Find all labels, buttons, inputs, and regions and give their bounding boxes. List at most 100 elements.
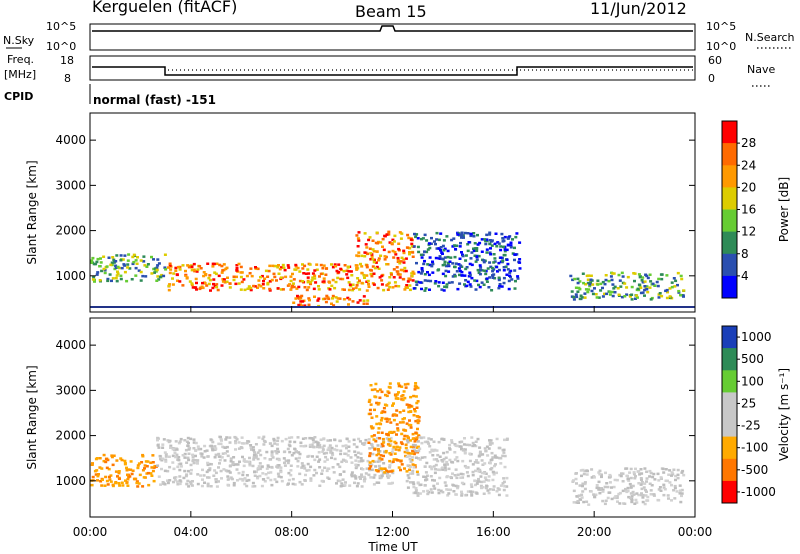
data-cell bbox=[357, 239, 361, 242]
data-cell bbox=[414, 449, 418, 453]
data-cell bbox=[640, 481, 644, 484]
data-cell bbox=[652, 472, 656, 476]
data-cell bbox=[408, 288, 412, 292]
data-cell bbox=[680, 488, 684, 492]
data-cell bbox=[371, 282, 375, 285]
data-cell bbox=[267, 471, 270, 475]
data-cell bbox=[336, 463, 340, 466]
data-cell bbox=[340, 460, 344, 464]
data-cell bbox=[381, 237, 385, 241]
data-cell bbox=[386, 390, 390, 393]
data-cell bbox=[415, 283, 419, 286]
data-cell bbox=[411, 251, 415, 254]
data-cell bbox=[516, 275, 520, 278]
data-cell bbox=[114, 276, 118, 280]
data-cell bbox=[682, 289, 686, 292]
data-cell bbox=[99, 257, 102, 260]
data-cell bbox=[444, 264, 448, 268]
data-cell bbox=[311, 455, 314, 458]
data-cell bbox=[161, 446, 165, 449]
nave-label: Nave bbox=[747, 63, 775, 76]
data-cell bbox=[101, 478, 104, 481]
data-cell bbox=[235, 264, 239, 267]
data-cell bbox=[161, 481, 165, 484]
data-cell bbox=[680, 492, 684, 495]
data-cell bbox=[217, 455, 221, 458]
data-cell bbox=[485, 485, 489, 488]
data-cell bbox=[490, 266, 494, 270]
data-cell bbox=[420, 267, 424, 271]
data-cell bbox=[613, 496, 617, 500]
data-cell bbox=[359, 475, 363, 478]
data-cell bbox=[214, 447, 218, 450]
data-cell bbox=[682, 295, 685, 298]
data-cell bbox=[478, 446, 482, 449]
data-cell bbox=[173, 478, 177, 482]
data-cell bbox=[383, 471, 387, 474]
data-cell bbox=[592, 493, 596, 496]
data-cell bbox=[416, 494, 420, 497]
data-cell bbox=[406, 439, 409, 442]
data-cell bbox=[217, 480, 220, 483]
data-cell bbox=[485, 277, 489, 280]
data-cell bbox=[211, 448, 215, 451]
data-cell bbox=[398, 276, 402, 279]
data-cell bbox=[578, 484, 582, 487]
data-cell bbox=[405, 479, 409, 483]
station-title: Kerguelen (fitACF) bbox=[92, 0, 237, 16]
data-cell bbox=[623, 502, 627, 505]
data-cell bbox=[370, 274, 374, 278]
data-cell bbox=[376, 436, 380, 440]
data-cell bbox=[610, 486, 613, 489]
data-cell bbox=[185, 482, 189, 486]
data-cell bbox=[348, 283, 352, 286]
data-cell bbox=[190, 484, 194, 487]
data-cell bbox=[243, 477, 247, 480]
data-cell bbox=[656, 472, 660, 476]
colorbar-tick-label: -100 bbox=[741, 441, 768, 455]
data-cell bbox=[242, 464, 246, 468]
colorbar-segment bbox=[722, 275, 737, 299]
data-cell bbox=[363, 232, 367, 235]
data-cell bbox=[499, 462, 503, 465]
data-cell bbox=[574, 293, 578, 296]
data-cell bbox=[229, 460, 233, 463]
data-cell bbox=[435, 458, 439, 461]
data-cell bbox=[232, 481, 236, 485]
data-cell bbox=[392, 268, 396, 271]
data-cell bbox=[448, 443, 452, 447]
data-cell bbox=[339, 485, 343, 488]
data-cell bbox=[466, 243, 470, 246]
data-cell bbox=[412, 287, 416, 290]
data-cell bbox=[177, 462, 181, 466]
data-cell bbox=[604, 278, 608, 282]
data-cell bbox=[145, 465, 149, 468]
data-cell bbox=[410, 245, 414, 248]
data-cell bbox=[176, 279, 179, 282]
data-cell bbox=[429, 242, 433, 245]
data-cell bbox=[290, 454, 294, 457]
time-axis: 00:00 04:00 08:00 12:00 16:00 20:00 00:00 bbox=[73, 306, 712, 539]
data-cell bbox=[262, 435, 266, 439]
data-cell bbox=[111, 463, 115, 467]
data-cell bbox=[374, 469, 378, 472]
data-cell bbox=[161, 457, 165, 460]
freq-tick-bottom: 8 bbox=[64, 72, 71, 85]
data-cell bbox=[340, 482, 344, 485]
data-cell bbox=[426, 489, 430, 493]
data-cell bbox=[596, 283, 600, 286]
data-cell bbox=[351, 288, 355, 292]
data-cell bbox=[454, 444, 458, 447]
data-cell bbox=[444, 468, 448, 472]
data-cell bbox=[585, 473, 589, 476]
data-cell bbox=[178, 468, 182, 472]
data-cell bbox=[664, 479, 668, 482]
data-cell bbox=[219, 437, 223, 441]
data-cell bbox=[456, 485, 460, 488]
data-cell bbox=[582, 472, 586, 476]
data-cell bbox=[331, 265, 335, 269]
data-cell bbox=[388, 464, 392, 467]
data-cell bbox=[673, 486, 677, 490]
data-cell bbox=[273, 442, 277, 445]
data-cell bbox=[299, 297, 303, 300]
